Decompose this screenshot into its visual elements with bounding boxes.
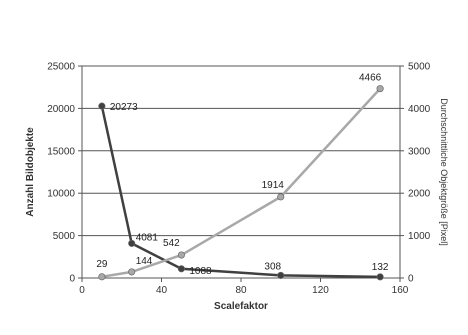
data-label: 20273 [110, 102, 138, 113]
data-point [177, 265, 185, 273]
x-tick-labels: 0 40 80 120 160 [79, 278, 409, 296]
y2-tick-label: 1000 [408, 231, 431, 242]
y2-tick-label: 5000 [408, 62, 431, 73]
data-point [128, 268, 136, 276]
y2-tick-label: 2000 [408, 189, 431, 200]
data-label: 4081 [136, 232, 159, 243]
data-label: 1914 [262, 180, 285, 191]
x-tick-label: 80 [235, 285, 247, 296]
data-point [98, 273, 106, 281]
grid-lines [82, 65, 400, 237]
data-label: 144 [136, 256, 153, 267]
y2-tick-label: 0 [408, 274, 414, 285]
data-series [98, 85, 384, 281]
y2-tick-label: 3000 [408, 146, 431, 157]
y-tick-label: 15000 [47, 146, 75, 157]
x-tick-label: 40 [156, 285, 168, 296]
data-label: 542 [163, 238, 180, 249]
x-tick-label: 0 [79, 285, 85, 296]
y2-tick-label: 4000 [408, 104, 431, 115]
data-point [177, 251, 185, 259]
data-label: 132 [372, 262, 389, 273]
y-tick-label: 10000 [47, 189, 75, 200]
x-tick-label: 120 [312, 285, 329, 296]
data-point [128, 239, 136, 247]
data-point [98, 102, 106, 110]
y-tick-label: 25000 [47, 62, 75, 73]
data-label: 29 [96, 259, 108, 270]
data-label: 4466 [359, 73, 382, 84]
y-axis-title: Anzahl Bildobjekte [25, 127, 36, 217]
data-point [277, 193, 285, 201]
y2-axis-title: Durchschnittliche Objektgröße [Pixel] [439, 98, 449, 246]
data-label: 1088 [189, 266, 212, 277]
right-y-tick-labels: 0 1000 2000 3000 4000 5000 [400, 62, 431, 285]
data-point [376, 85, 384, 93]
left-y-tick-labels: 0 5000 10000 15000 20000 25000 [47, 62, 82, 285]
data-labels: 20273 4081 1088 308 132 29 144 542 1914 4466 [96, 73, 389, 277]
y-tick-label: 0 [69, 274, 75, 285]
x-tick-label: 160 [392, 285, 409, 296]
data-point [376, 273, 384, 281]
x-axis-title: Scalefaktor [214, 301, 268, 312]
data-label: 308 [264, 261, 281, 272]
y-tick-label: 20000 [47, 104, 75, 115]
data-point [277, 271, 285, 279]
y-tick-label: 5000 [53, 231, 76, 242]
